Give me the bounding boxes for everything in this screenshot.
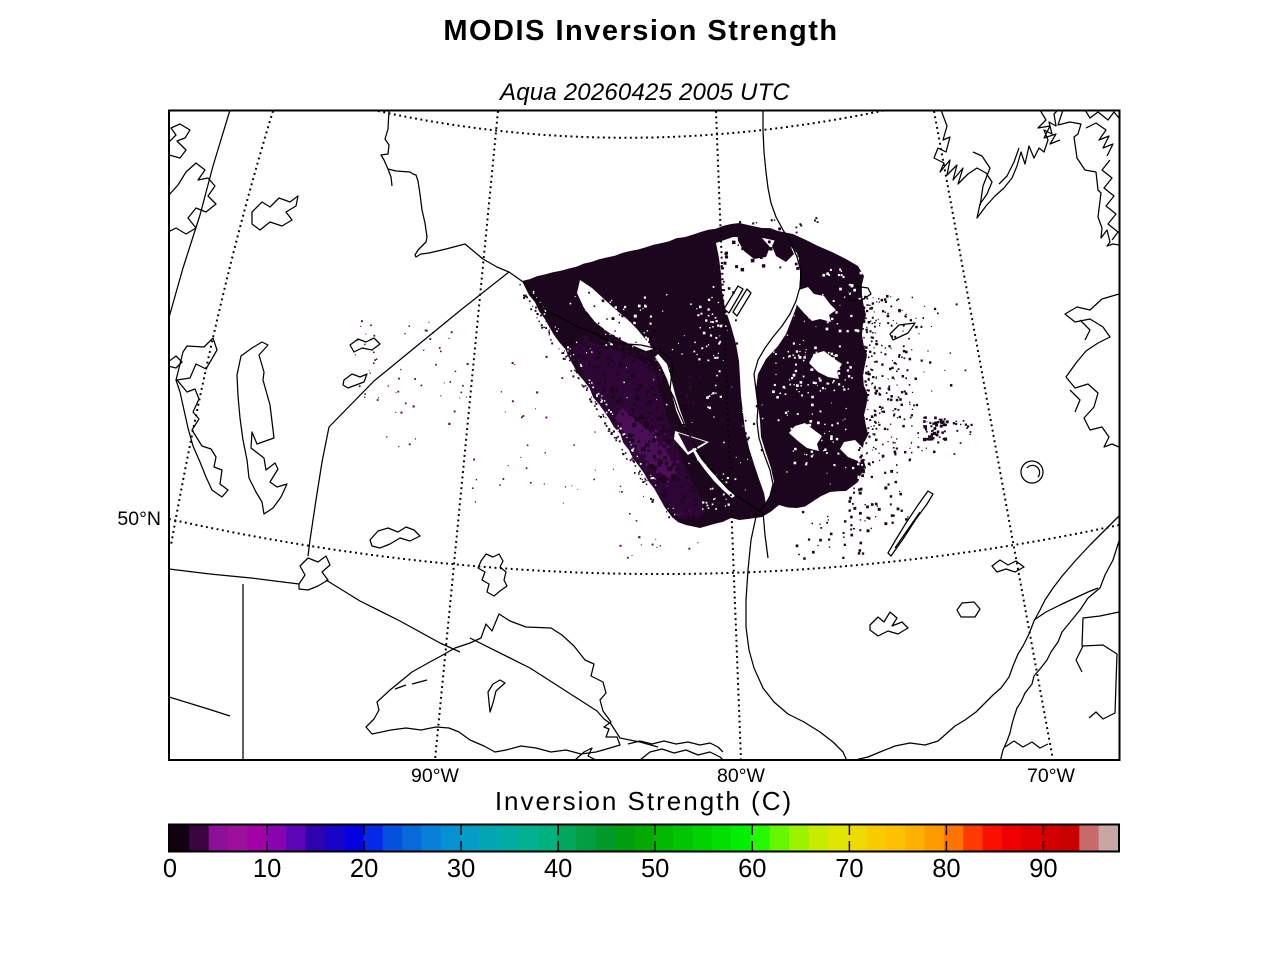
svg-text:90°W: 90°W [411, 765, 459, 787]
svg-text:60: 60 [738, 855, 766, 883]
svg-text:70°W: 70°W [1027, 765, 1075, 787]
svg-text:10: 10 [253, 855, 281, 883]
svg-text:70: 70 [835, 855, 863, 883]
svg-text:80: 80 [932, 855, 960, 883]
svg-text:0: 0 [163, 855, 177, 883]
svg-text:80°W: 80°W [717, 765, 765, 787]
svg-text:MODIS Inversion Strength: MODIS Inversion Strength [443, 15, 838, 47]
svg-text:30: 30 [447, 855, 475, 883]
svg-text:Aqua 20260425 2005 UTC: Aqua 20260425 2005 UTC [498, 79, 790, 106]
svg-text:90: 90 [1029, 855, 1057, 883]
svg-text:40: 40 [544, 855, 572, 883]
svg-text:Inversion Strength (C): Inversion Strength (C) [495, 786, 793, 816]
svg-text:50°N: 50°N [117, 508, 161, 530]
svg-text:50: 50 [641, 855, 669, 883]
svg-text:20: 20 [350, 855, 378, 883]
